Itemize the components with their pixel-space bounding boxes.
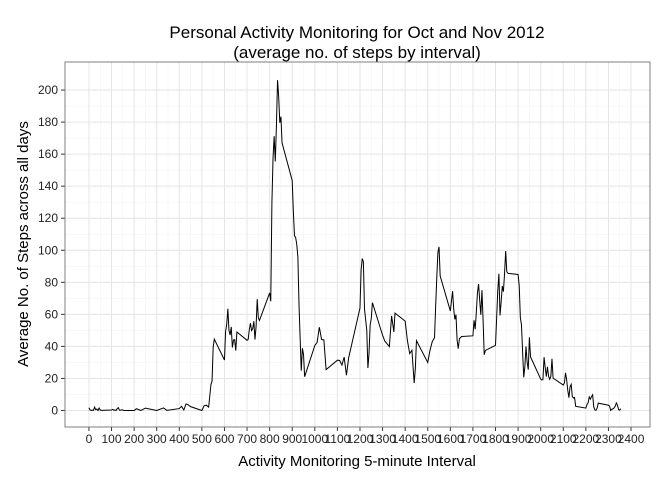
x-tick-label: 2200 [573,432,600,446]
x-tick-label: 1300 [369,432,396,446]
x-tick-label: 1000 [301,432,328,446]
x-tick-label: 300 [147,432,167,446]
x-tick-label: 1400 [392,432,419,446]
y-tick-label: 160 [38,147,58,161]
x-tick-label: 700 [237,432,257,446]
y-axis-title: Average No. of Steps across all days [15,121,32,367]
x-tick-label: 1800 [482,432,509,446]
x-tick-label: 1500 [414,432,441,446]
x-tick-label: 200 [124,432,144,446]
x-tick-label: 1100 [324,432,350,446]
x-tick-label: 100 [102,432,122,446]
x-tick-label: 2400 [618,432,645,446]
x-tick-label: 900 [282,432,302,446]
chart-subtitle: (average no. of steps by interval) [233,43,481,62]
x-tick-label: 2000 [527,432,554,446]
y-tick-label: 0 [51,403,58,417]
x-tick-label: 0 [86,432,93,446]
data-line [88,80,622,412]
plot-background [65,62,650,427]
x-tick-label: 600 [214,432,234,446]
y-tick-label: 100 [38,243,58,257]
x-tick-label: 400 [169,432,189,446]
x-tick-label: 1200 [347,432,374,446]
y-tick-label: 20 [45,371,59,385]
y-tick-label: 80 [45,275,59,289]
y-tick-label: 120 [38,211,58,225]
y-tick-label: 140 [38,179,58,193]
x-tick-label: 1600 [437,432,464,446]
y-tick-label: 200 [38,83,58,97]
x-tick-label: 800 [260,432,280,446]
y-tick-label: 180 [38,115,58,129]
x-axis-title: Activity Monitoring 5-minute Interval [238,453,476,470]
y-tick-label: 60 [45,307,59,321]
chart-title: Personal Activity Monitoring for Oct and… [169,23,544,42]
plot-border [64,61,651,428]
x-tick-label: 1900 [505,432,532,446]
x-tick-label: 1700 [460,432,487,446]
x-tick-label: 2300 [595,432,622,446]
x-tick-label: 500 [192,432,212,446]
y-tick-label: 40 [45,339,59,353]
x-tick-label: 2100 [550,432,577,446]
